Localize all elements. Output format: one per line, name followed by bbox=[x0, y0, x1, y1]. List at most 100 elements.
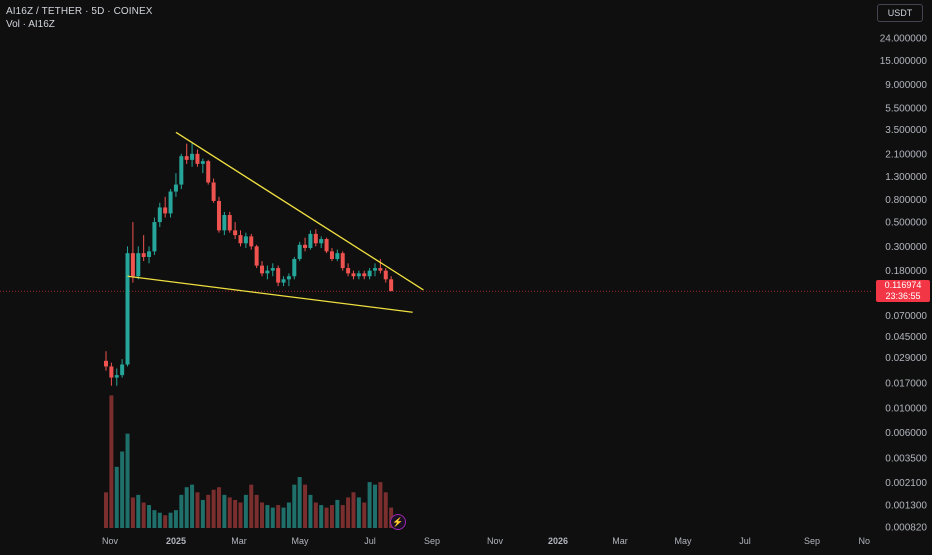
price-tick-label: 0.300000 bbox=[885, 242, 927, 253]
volume-bar bbox=[260, 502, 265, 528]
candle-body bbox=[114, 375, 119, 378]
volume-bar bbox=[249, 484, 254, 528]
volume-bar bbox=[335, 499, 340, 528]
time-tick-label: 2026 bbox=[548, 536, 568, 546]
candle-body bbox=[152, 222, 157, 252]
volume-bar bbox=[190, 484, 195, 528]
candle-body bbox=[324, 239, 329, 252]
candle-body bbox=[319, 239, 324, 244]
volume-bar bbox=[329, 505, 334, 528]
volume-bar bbox=[233, 499, 238, 528]
candle-body bbox=[292, 258, 297, 277]
candle-body bbox=[184, 156, 189, 160]
candle-body bbox=[141, 253, 146, 257]
volume-bar bbox=[216, 487, 221, 528]
volume-bar bbox=[141, 502, 146, 528]
price-tick-label: 0.045000 bbox=[885, 332, 927, 343]
trendline-lower[interactable] bbox=[127, 275, 413, 313]
candle-body bbox=[346, 268, 351, 274]
time-tick-label: May bbox=[674, 536, 692, 546]
candle-body bbox=[206, 161, 211, 183]
last-price-tag: 0.116974 23:36:55 bbox=[876, 280, 930, 302]
price-tick-label: 0.003500 bbox=[885, 453, 927, 464]
candle-body bbox=[260, 265, 265, 274]
candle-body bbox=[362, 273, 367, 277]
price-tick-label: 3.500000 bbox=[885, 125, 927, 136]
price-scale[interactable]: 24.000000 15.000000 9.000000 5.500000 3.5000… bbox=[872, 0, 932, 550]
volume-bar bbox=[367, 482, 372, 528]
candle-body bbox=[265, 270, 270, 274]
candle-body bbox=[286, 276, 291, 280]
candle-body bbox=[243, 236, 248, 244]
price-tick-label: 0.017000 bbox=[885, 378, 927, 389]
candle-body bbox=[147, 251, 152, 257]
volume-bar bbox=[378, 482, 383, 528]
last-price-value: 0.116974 bbox=[884, 280, 922, 290]
volume-bar bbox=[179, 494, 184, 528]
candle-body bbox=[356, 273, 361, 277]
volume-bar bbox=[130, 497, 135, 528]
volume-bar bbox=[281, 507, 286, 528]
time-tick-label: May bbox=[291, 536, 309, 546]
volume-bar bbox=[292, 484, 297, 528]
candle-body bbox=[216, 200, 221, 231]
candle-body bbox=[130, 253, 135, 277]
price-axis: 24.000000 15.000000 9.000000 5.500000 3.5000… bbox=[880, 34, 928, 534]
price-tick-label: 0.029000 bbox=[885, 353, 927, 364]
time-tick-label: No bbox=[858, 536, 870, 546]
volume-bar bbox=[373, 484, 377, 528]
time-tick-label: Sep bbox=[804, 536, 820, 546]
candle-body bbox=[109, 366, 114, 378]
volume-bar bbox=[152, 510, 157, 528]
volume-bar bbox=[297, 477, 302, 528]
price-tick-label: 0.000820 bbox=[885, 523, 927, 534]
volume-bar bbox=[147, 505, 152, 528]
volume-bar bbox=[351, 492, 356, 528]
volume-bar bbox=[319, 505, 324, 528]
candle-body bbox=[157, 207, 162, 223]
candle-body bbox=[340, 253, 345, 269]
volume-bar bbox=[184, 487, 189, 528]
volume-bar bbox=[324, 507, 329, 528]
candle-body bbox=[136, 253, 141, 277]
candle-body bbox=[173, 184, 178, 192]
trendline-upper[interactable] bbox=[175, 131, 424, 291]
candle-body bbox=[389, 279, 394, 292]
time-tick-label: Jul bbox=[739, 536, 751, 546]
candle-body bbox=[222, 215, 227, 231]
candle-body bbox=[227, 215, 232, 231]
volume-bar bbox=[254, 494, 259, 528]
volume-indicator-label[interactable]: Vol · AI16Z bbox=[6, 19, 55, 30]
chart-area[interactable] bbox=[0, 0, 872, 530]
candle-body bbox=[190, 153, 195, 160]
volume-bar bbox=[362, 502, 367, 528]
candle-body bbox=[195, 153, 200, 164]
candle-body bbox=[367, 270, 372, 277]
time-tick-label: 2025 bbox=[166, 536, 186, 546]
volume-bar bbox=[200, 499, 205, 528]
price-chart[interactable] bbox=[0, 0, 872, 530]
volume-bar bbox=[136, 494, 141, 528]
bolt-icon[interactable]: ⚡ bbox=[390, 514, 406, 530]
volume-bar bbox=[168, 512, 173, 528]
bar-countdown: 23:36:55 bbox=[885, 291, 921, 301]
time-tick-label: Sep bbox=[424, 536, 440, 546]
candle-body bbox=[238, 235, 243, 244]
volume-bar bbox=[276, 505, 281, 528]
candle-body bbox=[303, 244, 308, 248]
candle-body bbox=[179, 156, 184, 185]
currency-button[interactable]: USDT bbox=[877, 4, 923, 22]
volume-bar bbox=[104, 492, 108, 528]
candle-body bbox=[233, 230, 238, 236]
volume-bar bbox=[195, 492, 200, 528]
volume-bar bbox=[286, 502, 291, 528]
candle-body bbox=[329, 251, 334, 259]
candle-body bbox=[373, 268, 377, 271]
candle-body bbox=[104, 360, 108, 367]
volume-bar bbox=[222, 494, 227, 528]
price-tick-label: 0.001300 bbox=[885, 501, 927, 512]
price-tick-label: 0.010000 bbox=[885, 404, 927, 415]
candle-body bbox=[351, 273, 356, 277]
time-axis[interactable]: Nov 2025 Mar May Jul Sep Nov 2026 Mar May Jul Sep No bbox=[0, 530, 872, 550]
volume-bar bbox=[120, 451, 125, 528]
